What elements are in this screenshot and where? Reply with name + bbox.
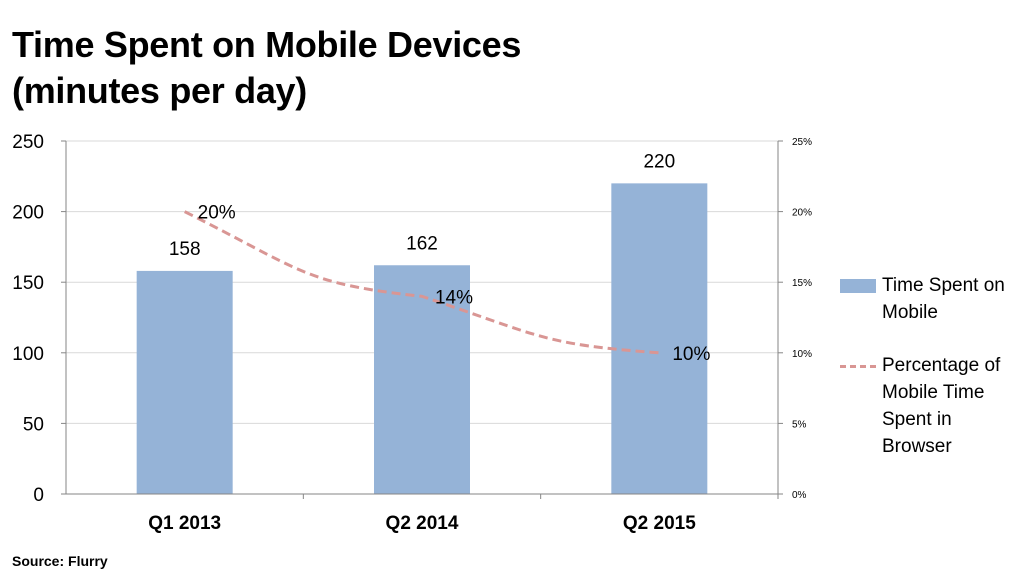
source-note: Source: Flurry	[12, 553, 108, 569]
chart-title: Time Spent on Mobile Devices (minutes pe…	[12, 22, 521, 114]
x-tick-label: Q2 2015	[623, 513, 696, 534]
bar-value-label: 158	[169, 239, 201, 260]
line-point-label: 20%	[198, 203, 236, 224]
line-point-label: 14%	[435, 287, 473, 308]
y-tick-label: 150	[12, 273, 44, 294]
legend-item-line: Percentage of Mobile Time Spent in Brows…	[840, 352, 1024, 460]
bar	[136, 270, 233, 494]
y2-tick-label: 25%	[792, 137, 812, 148]
legend-item-bar: Time Spent on Mobile	[840, 272, 1024, 326]
y-tick-label: 250	[12, 132, 44, 153]
y-tick-label: 50	[23, 414, 44, 435]
bar-value-label: 162	[406, 233, 438, 254]
title-line-2: (minutes per day)	[12, 70, 307, 111]
legend-label-line: Percentage of Mobile Time Spent in Brows…	[882, 355, 1001, 457]
legend-swatch-bar	[840, 279, 876, 293]
x-tick-label: Q1 2013	[148, 513, 221, 534]
y2-tick-label: 10%	[792, 349, 812, 360]
line-point-label: 10%	[672, 344, 710, 365]
y2-tick-label: 5%	[792, 419, 807, 430]
legend-swatch-line	[840, 365, 876, 368]
y-tick-label: 100	[12, 344, 44, 365]
title-line-1: Time Spent on Mobile Devices	[12, 24, 522, 65]
bar	[374, 265, 470, 494]
y2-tick-label: 15%	[792, 278, 812, 289]
legend: Time Spent on Mobile Percentage of Mobil…	[840, 272, 1024, 486]
y2-tick-label: 20%	[792, 208, 812, 219]
bar-value-label: 220	[643, 151, 675, 172]
series-line-percentage	[183, 210, 660, 355]
y-tick-label: 0	[33, 485, 44, 506]
y-tick-label: 200	[12, 203, 44, 224]
legend-label-bar: Time Spent on Mobile	[882, 275, 1005, 323]
y2-tick-label: 0%	[792, 490, 807, 501]
bar	[611, 183, 708, 495]
x-tick-label: Q2 2014	[386, 513, 459, 534]
